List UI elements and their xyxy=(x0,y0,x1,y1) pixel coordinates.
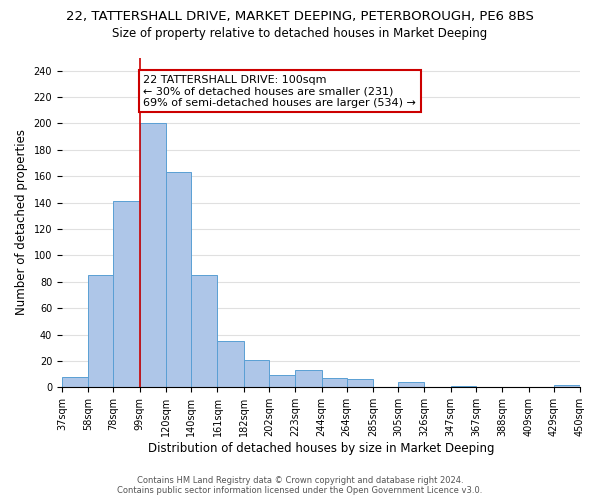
Text: Size of property relative to detached houses in Market Deeping: Size of property relative to detached ho… xyxy=(112,28,488,40)
Text: 22, TATTERSHALL DRIVE, MARKET DEEPING, PETERBOROUGH, PE6 8BS: 22, TATTERSHALL DRIVE, MARKET DEEPING, P… xyxy=(66,10,534,23)
Bar xyxy=(191,275,217,388)
Bar xyxy=(554,384,580,388)
Bar xyxy=(166,172,191,388)
Bar xyxy=(451,386,476,388)
Bar xyxy=(322,378,347,388)
Bar xyxy=(113,202,140,388)
Text: 22 TATTERSHALL DRIVE: 100sqm
← 30% of detached houses are smaller (231)
69% of s: 22 TATTERSHALL DRIVE: 100sqm ← 30% of de… xyxy=(143,74,416,108)
Y-axis label: Number of detached properties: Number of detached properties xyxy=(15,130,28,316)
Bar xyxy=(347,380,373,388)
Bar xyxy=(244,360,269,388)
X-axis label: Distribution of detached houses by size in Market Deeping: Distribution of detached houses by size … xyxy=(148,442,494,455)
Bar xyxy=(295,370,322,388)
Bar xyxy=(88,275,113,388)
Bar xyxy=(269,376,295,388)
Text: Contains HM Land Registry data © Crown copyright and database right 2024.
Contai: Contains HM Land Registry data © Crown c… xyxy=(118,476,482,495)
Bar xyxy=(398,382,424,388)
Bar xyxy=(140,124,166,388)
Bar xyxy=(62,377,88,388)
Bar xyxy=(217,341,244,388)
